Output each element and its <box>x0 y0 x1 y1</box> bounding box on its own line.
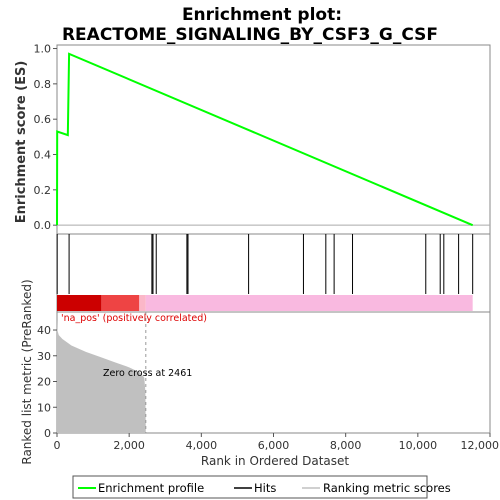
metric-y-tick-label: 0 <box>44 427 51 440</box>
es-y-tick-label: 0.0 <box>34 219 52 232</box>
es-y-tick-label: 0.6 <box>34 113 52 126</box>
chart-title: Enrichment plot: <box>182 5 342 25</box>
zero-cross-label: Zero cross at 2461 <box>103 368 192 379</box>
na-pos-label: 'na_pos' (positively correlated) <box>61 313 207 324</box>
hits-group <box>56 234 474 294</box>
chart-subtitle: REACTOME_SIGNALING_BY_CSF3_G_CSF <box>62 25 438 45</box>
metric-y-ticks: 0 10 20 30 40 <box>37 324 57 440</box>
metric-y-axis-label: Ranked list metric (PreRanked) <box>20 279 34 464</box>
ranking-metric-area <box>57 319 146 433</box>
metric-y-tick-label: 10 <box>37 401 51 414</box>
x-tick-label: 10,000 <box>399 439 438 452</box>
metric-y-tick-label: 30 <box>37 350 51 363</box>
x-axis-label: Rank in Ordered Dataset <box>201 454 349 468</box>
x-tick-label: 12,000 <box>461 439 500 452</box>
ranking-bar-segment <box>101 295 140 311</box>
es-y-tick-label: 0.8 <box>34 78 52 91</box>
es-y-tick-label: 1.0 <box>34 43 52 56</box>
ranking-bar-segment <box>139 295 146 311</box>
metric-y-tick-label: 40 <box>37 324 51 337</box>
ranking-bar-segment <box>145 295 473 311</box>
es-y-tick-label: 0.4 <box>34 149 52 162</box>
legend-box <box>72 475 428 499</box>
x-axis-ticks: 0 2,000 4,000 6,000 8,000 10,000 12,000 <box>54 433 500 452</box>
es-y-ticks: 0.0 0.2 0.4 0.6 0.8 1.0 <box>34 43 57 232</box>
ranking-bar-segment <box>57 295 102 311</box>
metric-y-tick-label: 20 <box>37 376 51 389</box>
x-tick-label: 0 <box>54 439 61 452</box>
enrichment-profile-line <box>56 52 474 227</box>
x-tick-label: 8,000 <box>330 439 362 452</box>
es-y-axis-label: Enrichment score (ES) <box>14 61 29 224</box>
x-tick-label: 6,000 <box>258 439 290 452</box>
legend-metric-label: Ranking metric scores <box>323 481 451 495</box>
x-tick-label: 2,000 <box>113 439 145 452</box>
ranking-color-bar <box>57 295 473 311</box>
legend-profile-label: Enrichment profile <box>98 481 204 495</box>
x-tick-label: 4,000 <box>186 439 218 452</box>
legend-hits-label: Hits <box>254 481 276 495</box>
es-y-tick-label: 0.2 <box>34 184 52 197</box>
